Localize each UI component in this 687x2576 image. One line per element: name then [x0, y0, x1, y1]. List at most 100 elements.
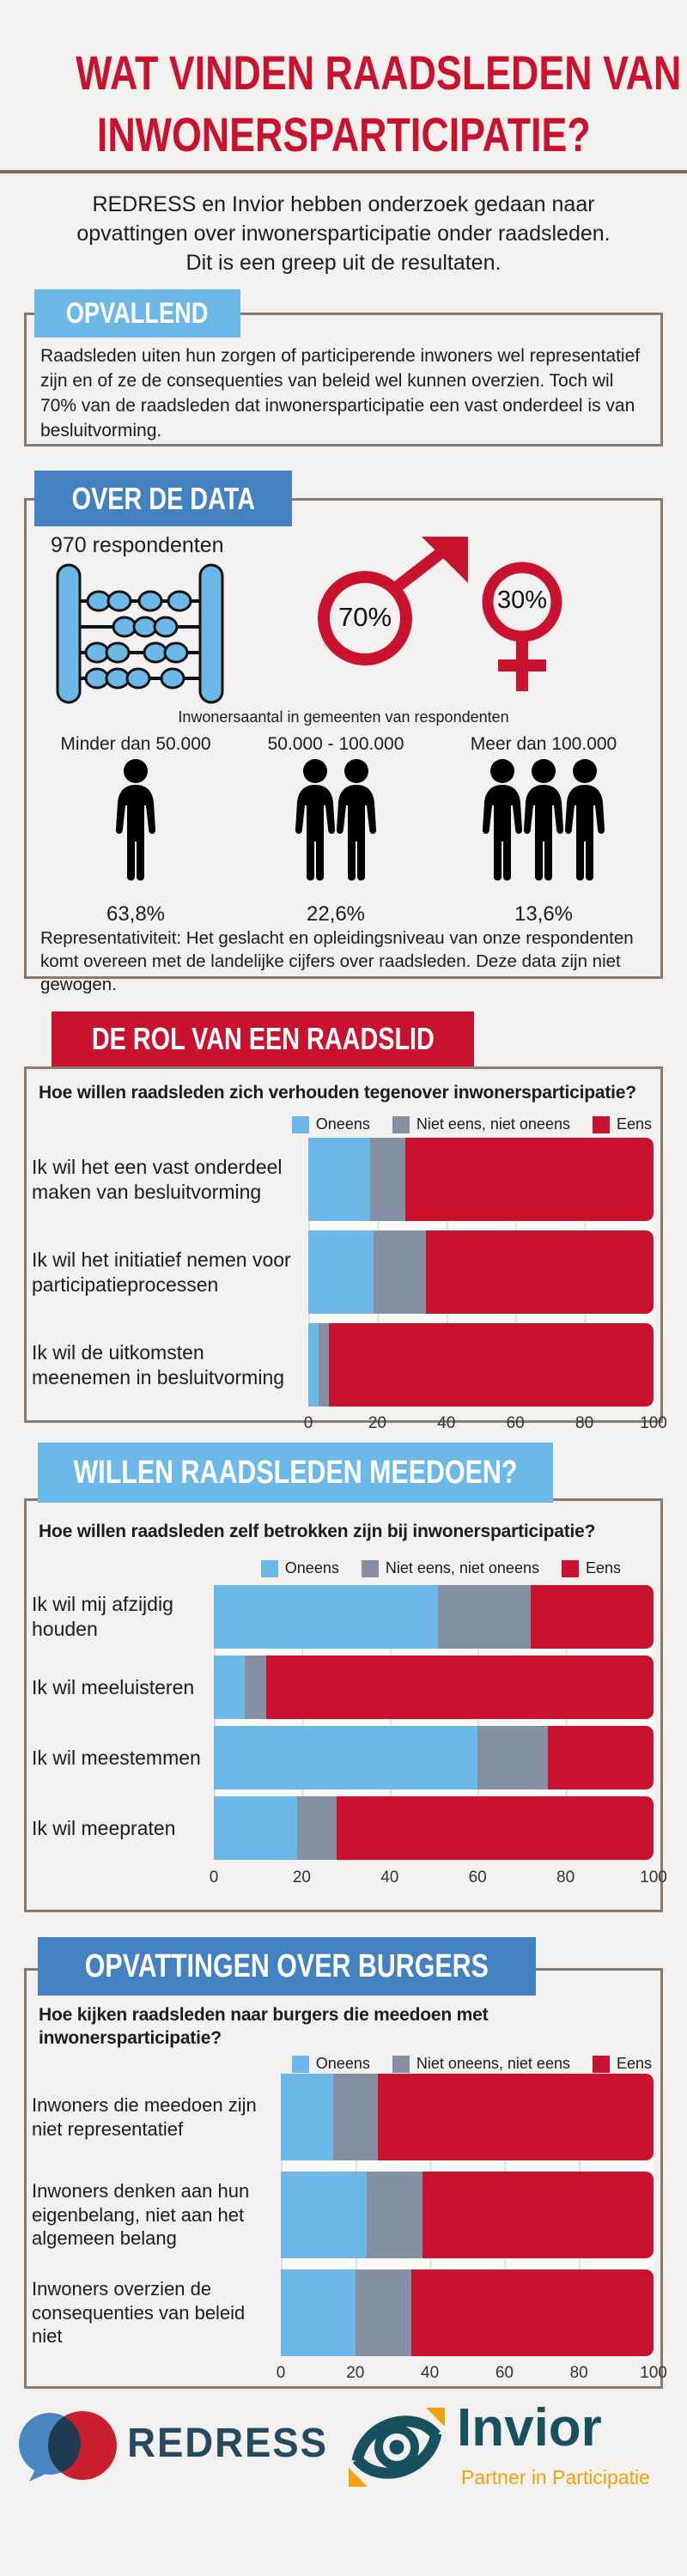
bar-category-label: Ik wil meepraten [32, 1816, 176, 1839]
stacked-bar [214, 1656, 654, 1719]
male-percentage: 70% [337, 602, 392, 632]
chart-rows: Inwoners die meedoen zijn niet represent… [32, 2074, 654, 2356]
stacked-bar [214, 1796, 654, 1860]
redress-wordmark-text: REDRESS [127, 2421, 328, 2466]
stacked-bar [308, 1323, 654, 1406]
bar-category-label: Inwoners overzien de consequenties van b… [32, 2278, 246, 2348]
bar-segment-eens [548, 1726, 654, 1789]
chart-title: Hoe kijken raadsleden naar burgers die m… [39, 2005, 489, 2049]
axis-tick-label: 0 [209, 1868, 219, 1886]
page-title-text2: INWONERSPARTICIPATIE? [96, 107, 591, 161]
municipality-group-small: Minder dan 50.000 63,8% [27, 734, 245, 927]
group-person-icons [27, 758, 245, 896]
legend-label: Niet oneens, niet eens [416, 2055, 570, 2072]
stacked-bar [214, 1585, 654, 1649]
group-percentage: 22,6% [306, 902, 366, 926]
chart-legend: Oneens Niet eens, niet oneens Eens [260, 1559, 621, 1577]
abacus-icon [56, 563, 224, 704]
chart-rol-raadslid: Hoe willen raadsleden zich verhouden teg… [24, 1066, 667, 1432]
stacked-bar [214, 1726, 654, 1789]
bar-segment-oneens [214, 1726, 478, 1789]
legend-swatch [361, 1559, 379, 1577]
section-header-rol-text: DE ROL VAN EEN RAADSLID [91, 1021, 435, 1056]
legend-swatch [392, 2055, 410, 2073]
legend-label: Oneens [315, 2055, 370, 2072]
section-box-over-de-data: 970 respondenten [24, 498, 663, 994]
section-header-opvallend-text: OPVALLEND [66, 296, 209, 330]
bar-segment-oneens [214, 1796, 298, 1860]
legend-item: Niet oneens, niet eens [392, 2055, 570, 2073]
bar-segment-neutraal [370, 1138, 405, 1221]
legend-label: Oneens [284, 1559, 339, 1577]
bar-segment-oneens [214, 1585, 439, 1649]
page-title-line1: WAT VINDEN RAADSLEDEN VAN [0, 45, 687, 100]
section-header-burgers-text: OPVATTINGEN OVER BURGERS [84, 1947, 489, 1984]
legend-item: Eens [592, 2055, 652, 2073]
bar-row: Inwoners overzien de consequenties van b… [32, 2269, 654, 2356]
bar-segment-oneens [281, 2269, 356, 2356]
axis-tick-label: 0 [303, 1414, 313, 1432]
bar-category-label: Ik wil de uitkomsten meenemen in besluit… [32, 1340, 285, 1388]
section-header-rol-raadslid: DE ROL VAN EEN RAADSLID [52, 1012, 474, 1066]
municipality-subtitle: Inwonersaantal in gemeenten van responde… [178, 708, 509, 726]
bar-category-label: Ik wil mij afzijdig houden [32, 1593, 173, 1640]
group-label: 50.000 - 100.000 [267, 734, 404, 754]
chart-title: Hoe willen raadsleden zich verhouden teg… [39, 1083, 636, 1103]
bar-segment-oneens [214, 1656, 245, 1719]
bar-segment-neutraal [297, 1796, 337, 1860]
section-header-opvallend: OPVALLEND [34, 289, 240, 337]
legend-item: Oneens [260, 1559, 339, 1577]
representativeness-footnote: Representativiteit: Het geslacht en ople… [40, 928, 634, 995]
bar-segment-oneens [281, 2074, 333, 2160]
bar-segment-oneens [308, 1230, 374, 1314]
legend-swatch [392, 1115, 410, 1133]
axis-tick-label: 40 [421, 2364, 440, 2382]
opvallend-body-text: Raadsleden uiten hun zorgen of participe… [40, 346, 641, 440]
legend-label: Oneens [315, 1115, 370, 1133]
section-header-over-de-data-text: OVER DE DATA [71, 480, 255, 516]
chart-title: Hoe willen raadsleden zelf betrokken zij… [39, 1522, 596, 1541]
stacked-bar [281, 2172, 654, 2258]
male-icon [318, 537, 468, 665]
bar-category-label: Inwoners die meedoen zijn niet represent… [32, 2094, 257, 2140]
female-percentage: 30% [496, 586, 548, 614]
stacked-bar [281, 2074, 654, 2160]
bar-segment-eens [337, 1796, 654, 1860]
axis-tick-label: 100 [640, 2364, 667, 2382]
legend-item: Oneens [291, 2055, 370, 2073]
bar-category-label: Ik wil het een vast onderdeel maken van … [32, 1155, 283, 1203]
legend-label: Eens [616, 2055, 652, 2072]
legend-item: Oneens [291, 1115, 370, 1133]
bar-row: Ik wil het initiatief nemen voor partici… [32, 1230, 654, 1314]
bar-segment-eens [377, 2074, 654, 2160]
group-percentage: 13,6% [514, 902, 574, 926]
axis-tick-label: 40 [380, 1868, 399, 1886]
bar-segment-oneens [308, 1138, 371, 1221]
person-icon [561, 758, 609, 887]
bar-segment-eens [530, 1585, 654, 1649]
bar-segment-eens [329, 1323, 654, 1406]
axis-tick-label: 40 [437, 1414, 456, 1432]
stacked-bar [308, 1230, 654, 1314]
legend-item: Niet eens, niet oneens [392, 1115, 570, 1133]
bar-segment-eens [404, 1138, 654, 1221]
page-title-line2: INWONERSPARTICIPATIE? [0, 106, 687, 162]
axis-tick-label: 60 [495, 2364, 514, 2382]
chart-burgers: Hoe kijken raadsleden naar burgers die m… [24, 1968, 667, 2389]
stacked-bar [281, 2269, 654, 2356]
chart-legend: Oneens Niet oneens, niet eens Eens [291, 2055, 652, 2073]
section-box-opvallend: Raadsleden uiten hun zorgen of participe… [24, 313, 663, 447]
axis-tick-label: 80 [575, 1414, 594, 1432]
bar-segment-eens [266, 1656, 654, 1719]
section-header-over-de-data: OVER DE DATA [34, 471, 292, 526]
bar-category-label: Ik wil meestemmen [32, 1746, 201, 1769]
axis-tick-label: 20 [292, 1868, 311, 1886]
legend-label: Niet eens, niet oneens [416, 1115, 570, 1133]
axis-tick-label: 0 [276, 2364, 286, 2382]
stacked-bar [308, 1138, 654, 1221]
legend-label: Eens [616, 1115, 652, 1133]
municipality-group-medium: 50.000 - 100.000 22,6% [245, 734, 427, 927]
bar-row: Ik wil meepraten [32, 1796, 654, 1860]
bar-segment-eens [425, 1230, 654, 1314]
